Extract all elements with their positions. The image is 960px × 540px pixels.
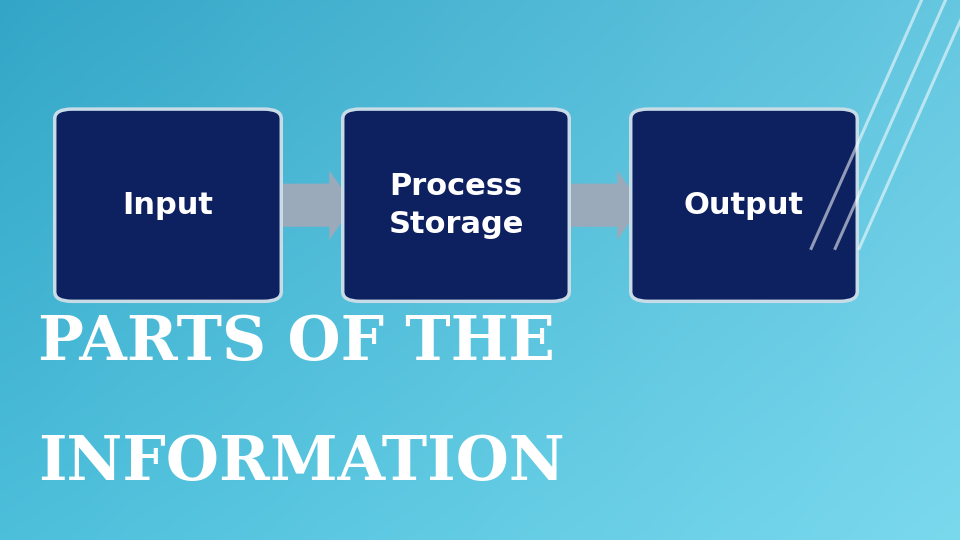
FancyBboxPatch shape — [343, 109, 569, 301]
FancyBboxPatch shape — [631, 109, 857, 301]
Polygon shape — [267, 170, 353, 240]
Text: PARTS OF THE

INFORMATION

PROCESSING CYCLE: PARTS OF THE INFORMATION PROCESSING CYCL… — [38, 313, 758, 540]
Text: Process
Storage: Process Storage — [388, 172, 524, 239]
Text: Input: Input — [123, 191, 213, 220]
Text: Output: Output — [684, 191, 804, 220]
FancyBboxPatch shape — [55, 109, 281, 301]
Polygon shape — [555, 170, 641, 240]
